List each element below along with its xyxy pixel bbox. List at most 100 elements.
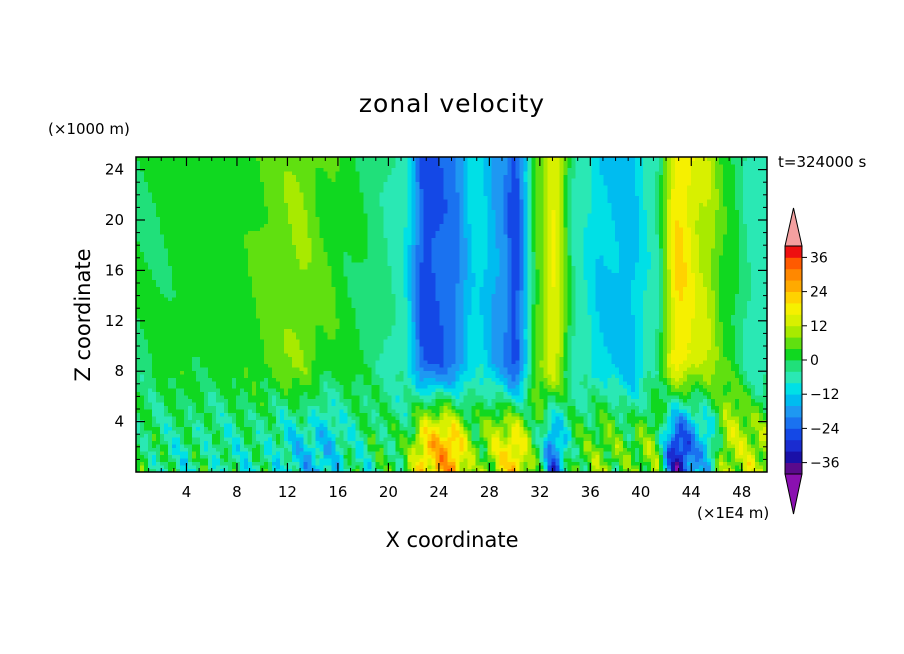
contour-cell [535,237,544,242]
contour-cell [715,304,720,309]
contour-cell [675,468,680,472]
contour-cell [591,360,612,365]
contour-cell [699,262,712,267]
contour-cell [571,230,584,235]
contour-cell [291,241,313,246]
contour-cell [667,465,672,470]
contour-cell [431,465,437,470]
contour-cell [427,458,433,463]
contour-cell [487,447,493,452]
contour-cell [559,349,564,354]
contour-cell [319,223,369,228]
contour-cell [571,227,584,232]
contour-cell [663,213,668,218]
contour-cell [339,395,345,400]
contour-cell [659,269,664,274]
contour-cell [527,251,532,256]
contour-cell [695,272,704,277]
contour-cell [611,426,616,431]
contour-cell [379,433,389,438]
contour-cell [511,300,516,305]
contour-cell [183,388,201,393]
contour-cell [363,202,381,207]
contour-cell [471,465,485,470]
contour-cell [407,433,413,438]
contour-cell [579,468,584,472]
contour-cell [671,227,676,232]
contour-cell [547,395,556,400]
contour-cell [519,423,524,428]
contour-cell [551,216,556,221]
contour-cell [303,356,317,361]
contour-cell [519,276,524,281]
contour-cell [543,206,548,211]
contour-cell [735,433,740,438]
contour-cell [411,412,425,417]
contour-cell [575,412,588,417]
contour-cell [363,374,373,379]
contour-cell [463,286,473,291]
contour-cell [675,328,692,333]
contour-cell [459,440,465,445]
contour-cell [707,426,716,431]
contour-cell [519,300,524,305]
contour-cell [467,353,489,358]
contour-cell [367,223,385,228]
contour-cell [587,468,592,472]
contour-cell [387,251,405,256]
contour-cell [547,412,552,417]
contour-cell [471,311,481,316]
contour-cell [183,409,189,414]
contour-cell [543,405,548,410]
contour-cell [543,265,548,270]
contour-cell [347,433,357,438]
contour-cell [139,444,149,449]
contour-cell [487,255,501,260]
contour-cell [555,272,560,277]
contour-cell [695,468,700,472]
contour-cell [535,332,544,337]
contour-cell [259,402,265,407]
contour-cell [635,388,640,393]
contour-cell [487,454,493,459]
contour-cell [631,297,644,302]
contour-cell [683,360,704,365]
contour-cell [136,461,141,466]
contour-cell [619,426,636,431]
contour-cell [431,419,441,424]
contour-cell [683,255,692,260]
contour-cell [747,300,767,305]
contour-cell [207,458,213,463]
contour-cell [435,468,445,472]
contour-cell [735,206,744,211]
contour-cell [531,447,536,452]
contour-cell [323,381,329,386]
contour-cell [519,255,524,260]
contour-cell [575,290,588,295]
contour-cell [551,374,556,379]
contour-cell [515,335,520,340]
contour-cell [635,426,640,431]
contour-cell [327,423,333,428]
contour-cell [687,356,708,361]
contour-cell [535,300,540,305]
contour-cell [555,276,560,281]
contour-cell [607,465,612,470]
contour-cell [559,220,564,225]
contour-cell [523,255,528,260]
contour-cell [507,237,512,242]
contour-cell [587,374,592,379]
contour-cell [159,440,169,445]
contour-cell [743,416,748,421]
contour-cell [139,321,261,326]
contour-cell [343,430,349,435]
contour-cell [136,290,161,295]
contour-cell [543,356,548,361]
contour-cell [683,230,692,235]
contour-cell [539,444,544,449]
contour-cell [467,314,485,319]
contour-cell [351,300,397,305]
contour-cell [531,251,536,256]
contour-cell [651,265,660,270]
contour-cell [339,468,345,472]
